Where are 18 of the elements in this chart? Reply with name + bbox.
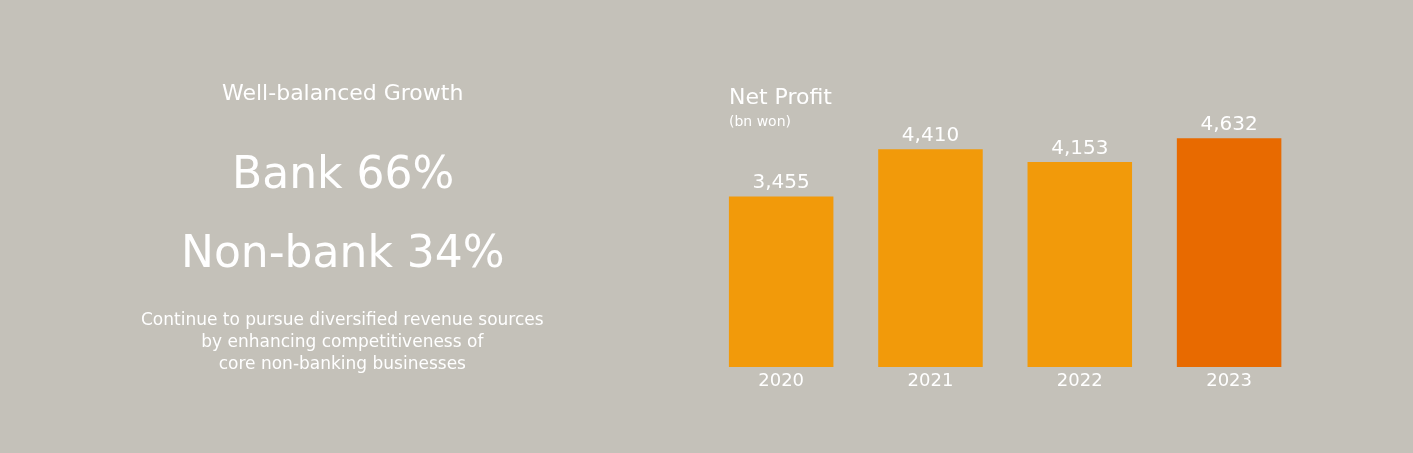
text: Continue to pursue diversified revenue sources by enhancing competitiveness of core non-banking businesses — [141, 309, 544, 374]
data-label: 4,410 — [901, 122, 960, 147]
x-tick-label: 2021 — [907, 368, 954, 390]
chart-title: Net Profit — [729, 84, 833, 109]
x-tick-label: 2023 — [1206, 368, 1253, 390]
bar — [1176, 138, 1282, 367]
data-label: 4,153 — [1051, 134, 1109, 159]
chart-subtitle: (bn won) — [729, 113, 792, 129]
text: Bank 66% — [232, 147, 455, 198]
text: Non-bank 34% — [181, 226, 505, 277]
text: Well-balanced Growth — [222, 80, 464, 105]
x-tick-label: 2022 — [1056, 368, 1103, 390]
x-tick-label: 2020 — [758, 368, 805, 390]
bar — [1027, 161, 1133, 367]
data-label: 4,632 — [1200, 111, 1258, 136]
data-label: 3,455 — [752, 169, 810, 194]
bar — [878, 149, 983, 367]
bar — [728, 196, 834, 367]
